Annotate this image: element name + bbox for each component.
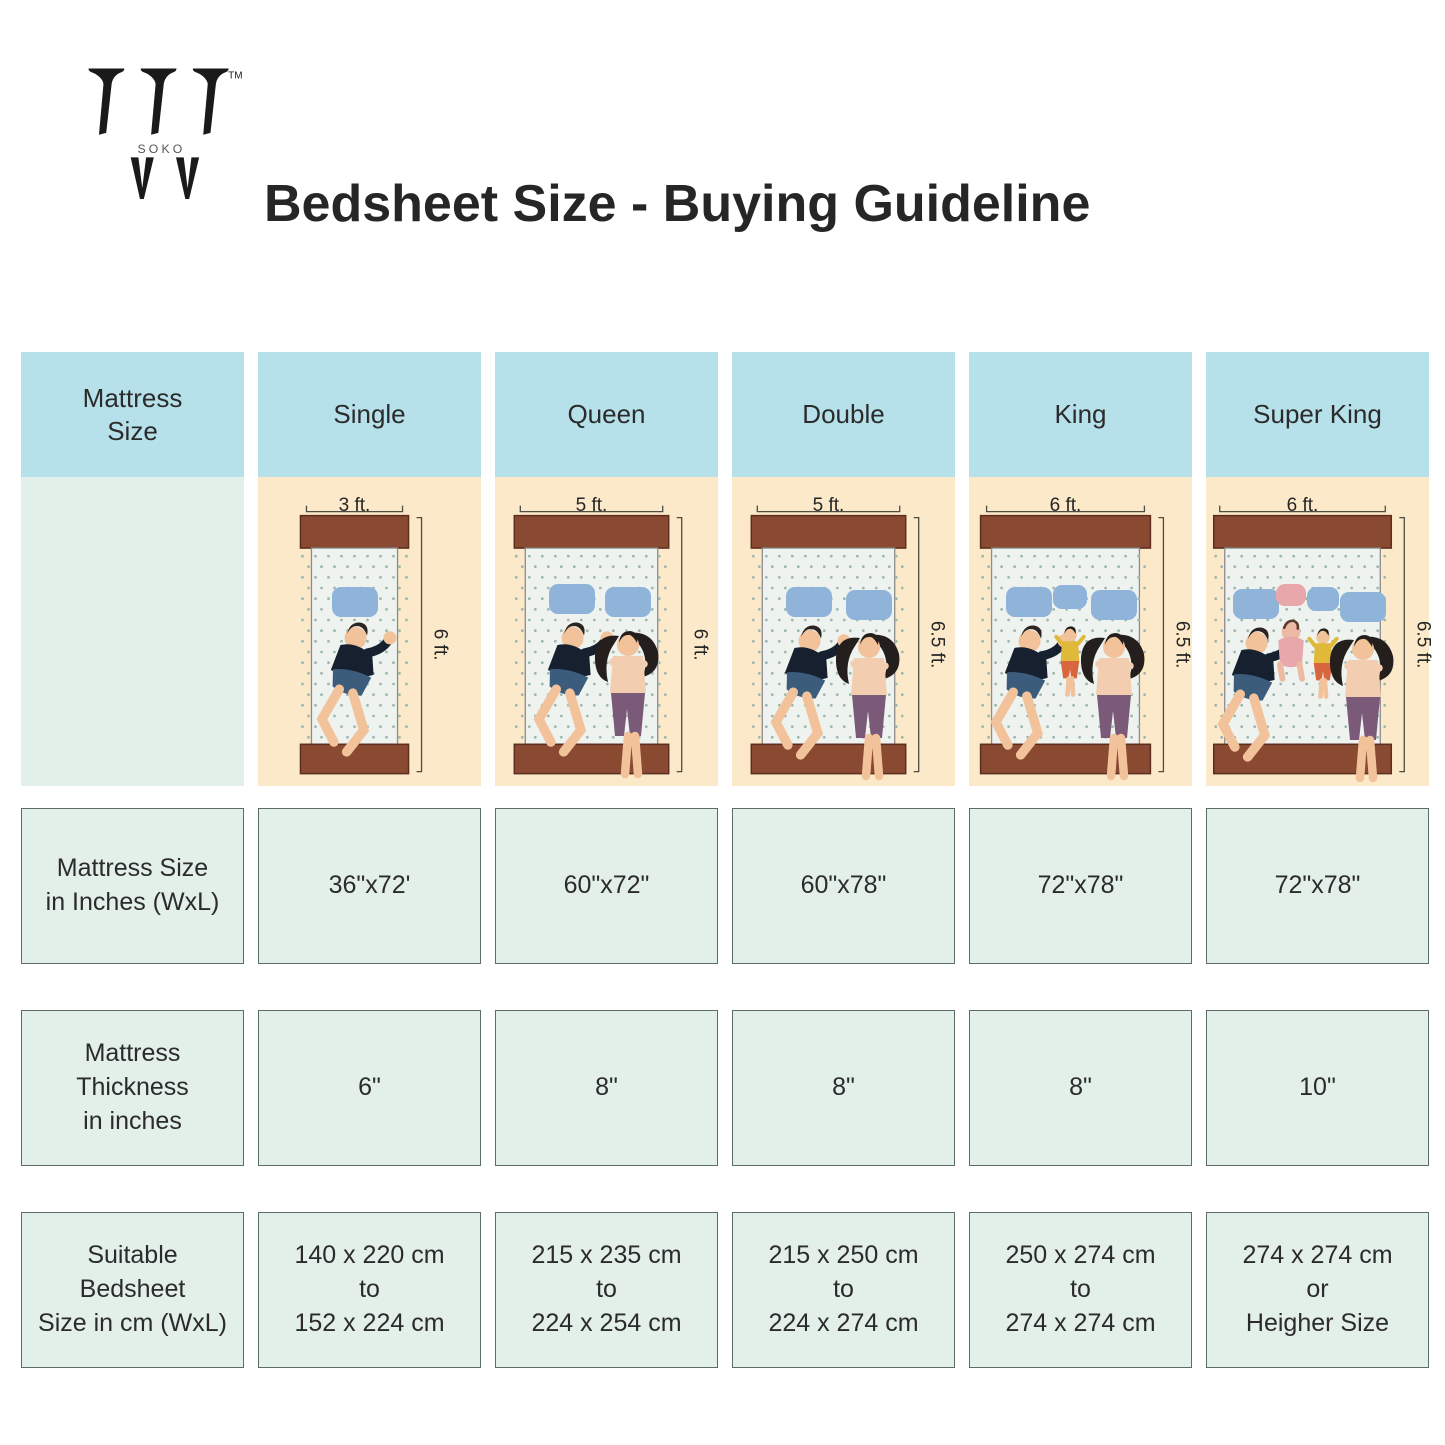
svg-text:TM: TM [228,70,242,81]
svg-text:5 ft.: 5 ft. [576,495,608,516]
svg-text:5 ft.: 5 ft. [813,495,845,516]
svg-text:6.5 ft.: 6.5 ft. [1171,621,1192,669]
svg-text:SOKO: SOKO [137,142,185,156]
svg-text:6.5 ft.: 6.5 ft. [927,621,948,669]
svg-text:6 ft.: 6 ft. [430,629,451,661]
svg-text:6 ft.: 6 ft. [690,629,711,661]
svg-text:3 ft.: 3 ft. [339,495,371,516]
svg-text:6 ft.: 6 ft. [1287,495,1319,516]
svg-text:6 ft.: 6 ft. [1050,495,1082,516]
svg-text:6.5 ft.: 6.5 ft. [1412,621,1433,669]
